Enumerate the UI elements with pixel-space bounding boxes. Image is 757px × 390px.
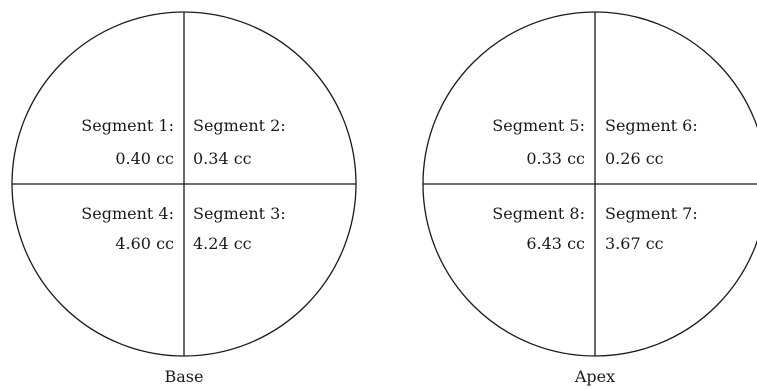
segment-3-label: Segment 3:: [193, 204, 286, 223]
base-caption: Base: [165, 367, 204, 386]
segment-3-value: 4.24 cc: [193, 234, 252, 253]
base-diagram: Segment 1: 0.40 cc Segment 2: 0.34 cc Se…: [11, 11, 357, 386]
segment-1-label: Segment 1:: [81, 116, 174, 135]
segment-2-value: 0.34 cc: [193, 149, 252, 168]
segment-5-value: 0.33 cc: [526, 149, 585, 168]
segment-7-label: Segment 7:: [605, 204, 698, 223]
segment-5-label: Segment 5:: [492, 116, 585, 135]
segment-2-label: Segment 2:: [193, 116, 286, 135]
segment-6-label: Segment 6:: [605, 116, 698, 135]
segment-1-value: 0.40 cc: [115, 149, 174, 168]
segment-7-value: 3.67 cc: [605, 234, 664, 253]
segment-8-value: 6.43 cc: [526, 234, 585, 253]
segment-8-label: Segment 8:: [492, 204, 585, 223]
segment-6-value: 0.26 cc: [605, 149, 664, 168]
apex-caption: Apex: [574, 367, 615, 386]
apex-diagram: Segment 5: 0.33 cc Segment 6: 0.26 cc Se…: [422, 11, 757, 386]
segment-4-label: Segment 4:: [81, 204, 174, 223]
segment-4-value: 4.60 cc: [115, 234, 174, 253]
